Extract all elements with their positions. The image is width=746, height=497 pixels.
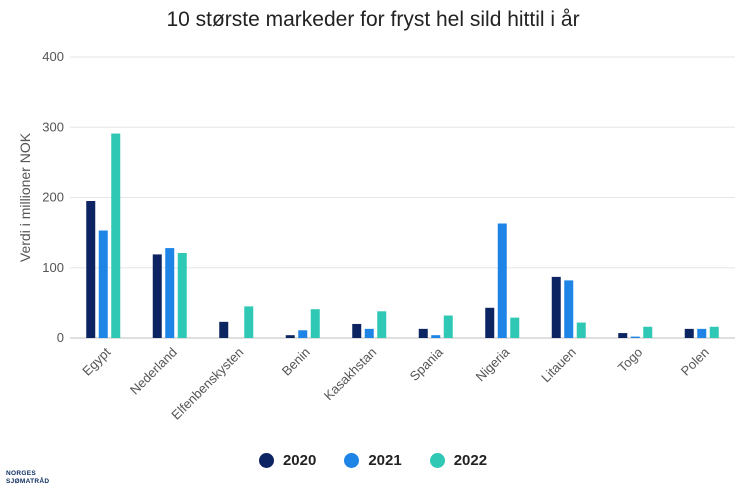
bar-2022-spania	[443, 315, 453, 338]
bar-2021-polen	[697, 328, 707, 338]
bar-2022-togo	[643, 326, 653, 338]
bar-2020-benin	[285, 335, 295, 338]
chart-title: 10 største markeder for fryst hel sild h…	[166, 8, 580, 31]
bar-2022-egypt	[111, 133, 121, 338]
bar-2022-nederland	[177, 252, 187, 338]
x-tick-label: Elfenbenskysten	[168, 345, 246, 423]
legend-label: 2021	[368, 452, 402, 469]
norges-sjomatrad-logo: NORGES SJØMATRÅD	[6, 470, 49, 486]
y-tick-label: 200	[42, 190, 64, 205]
logo-line-2: SJØMATRÅD	[6, 478, 50, 485]
legend-swatch	[429, 453, 445, 468]
y-tick-label: 100	[42, 260, 64, 275]
bar-2022-benin	[310, 309, 320, 338]
x-tick-label: Nigeria	[473, 344, 513, 384]
bar-2021-spania	[431, 335, 441, 338]
legend-label: 2022	[453, 452, 488, 469]
bar-2022-elfenbenskysten	[244, 306, 254, 338]
x-tick-label: Kasakhstan	[321, 345, 380, 404]
legend-swatch	[344, 453, 360, 468]
x-tick-label: Polen	[678, 345, 712, 379]
bar-2020-elfenbenskysten	[219, 321, 229, 338]
bars	[86, 133, 719, 338]
logo-line-1: NORGES	[6, 470, 36, 477]
x-tick-label: Egypt	[79, 344, 113, 378]
y-axis-label: Verdi i millioner NOK	[17, 132, 33, 262]
bar-2020-nigeria	[485, 307, 495, 338]
bar-2020-kasakhstan	[352, 323, 362, 338]
legend-swatch	[258, 453, 274, 468]
y-tick-labels: 0 100 200 300 400	[42, 49, 64, 345]
legend: 2020 2021 2022	[0, 452, 746, 469]
bar-2021-nederland	[165, 248, 175, 338]
bar-2020-nederland	[152, 254, 162, 338]
bar-2021-litauen	[564, 280, 574, 338]
bar-2021-kasakhstan	[364, 328, 374, 338]
bar-2022-kasakhstan	[377, 311, 387, 338]
x-tick-label: Spania	[407, 344, 447, 384]
bar-2022-polen	[709, 326, 719, 338]
x-tick-label: Togo	[615, 345, 646, 376]
x-tick-label: Benin	[279, 345, 313, 379]
bar-2021-egypt	[98, 230, 108, 338]
x-tick-label: Litauen	[538, 345, 579, 386]
bar-2021-benin	[298, 330, 308, 338]
y-tick-label: 400	[42, 49, 64, 64]
bar-2020-togo	[618, 333, 628, 338]
y-tick-label: 0	[57, 330, 64, 345]
x-tick-label: Nederland	[127, 345, 180, 398]
bar-2020-litauen	[551, 276, 561, 338]
legend-item-2022[interactable]: 2022	[429, 452, 488, 469]
bar-2021-nigeria	[497, 223, 507, 338]
bar-2022-litauen	[576, 322, 586, 338]
legend-label: 2020	[282, 452, 317, 469]
legend-item-2021[interactable]: 2021	[344, 452, 402, 469]
bar-2022-nigeria	[510, 317, 520, 338]
bar-2020-spania	[418, 328, 428, 338]
y-tick-label: 300	[42, 119, 64, 134]
bar-2020-egypt	[86, 201, 96, 338]
legend-item-2020[interactable]: 2020	[258, 452, 317, 469]
bar-2020-polen	[684, 328, 694, 338]
bar-2021-togo	[630, 336, 640, 338]
